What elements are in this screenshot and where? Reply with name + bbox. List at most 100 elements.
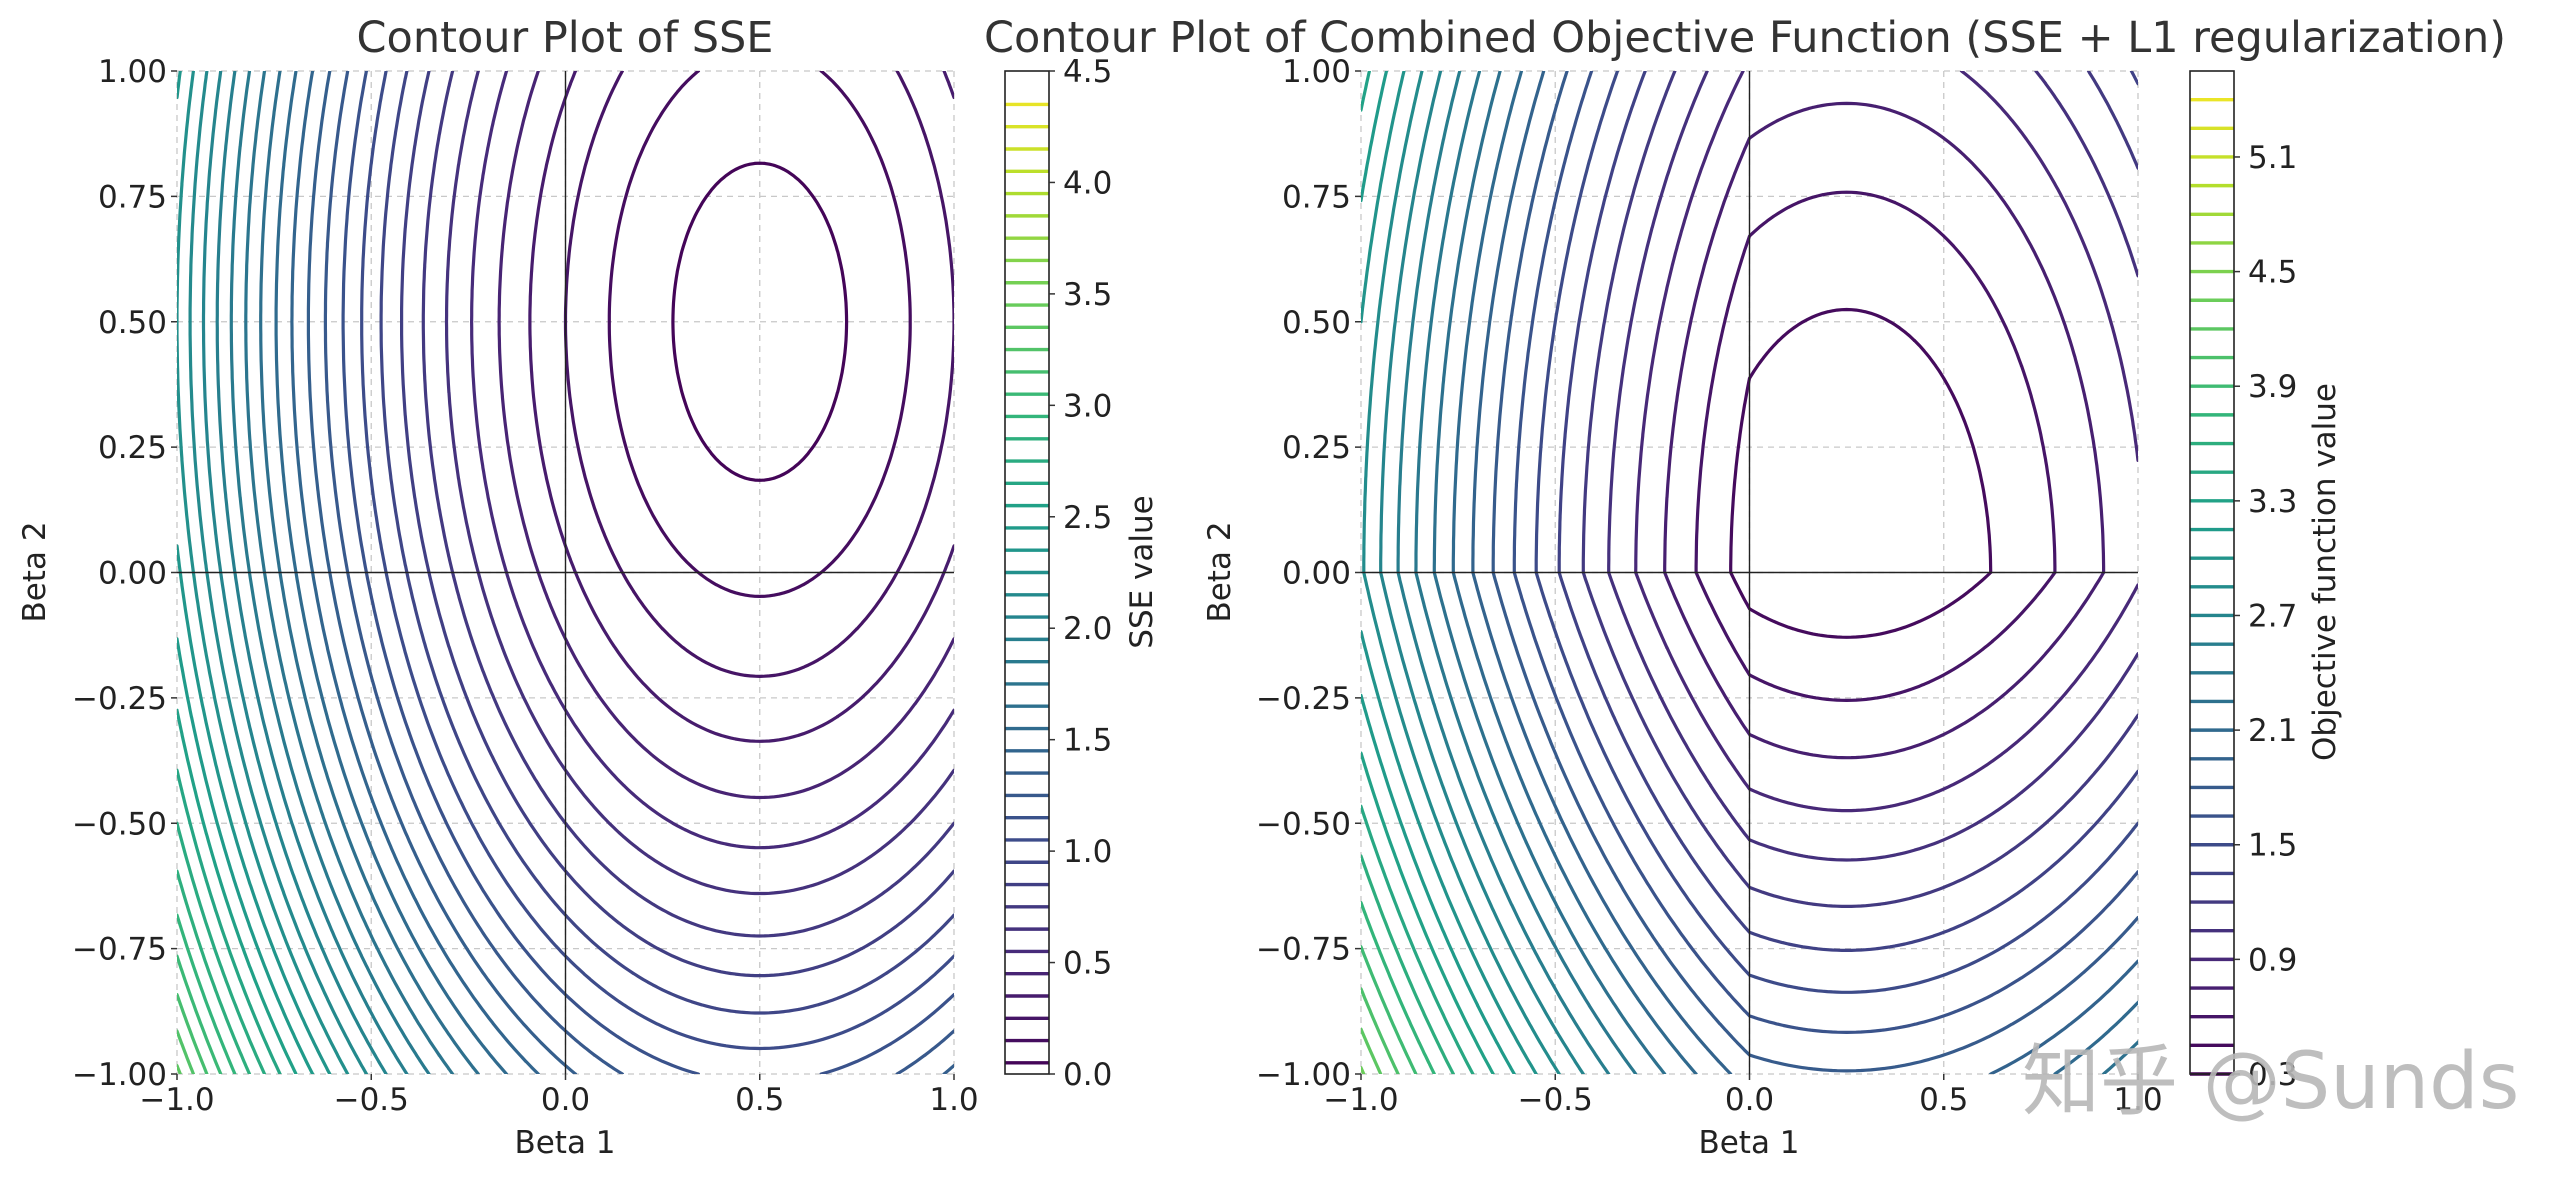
sse-contour-line bbox=[177, 1064, 182, 1074]
sse-contour-line bbox=[177, 768, 282, 1074]
sse-contour-line bbox=[290, 71, 540, 1074]
objective-contour-line bbox=[1491, 71, 2138, 1073]
objective-x-tick-label: 1.0 bbox=[2113, 1082, 2162, 1118]
sse-colorbar-tick-label: 2.5 bbox=[1063, 500, 1112, 536]
objective-contour-line bbox=[1607, 71, 2138, 862]
sse-colorbar-tick-label: 2.0 bbox=[1063, 611, 1112, 647]
objective-x-tick-label: 0.5 bbox=[1919, 1082, 1968, 1118]
objective-contour-line bbox=[1361, 987, 1400, 1074]
sse-colorbar-tick-label: 0.5 bbox=[1063, 946, 1112, 982]
objective-zero-lines bbox=[1361, 71, 2138, 1074]
objective-y-ticks: −1.00 −0.75 −0.50 −0.25 0.00 0.25 0.50 0.75 1.00 bbox=[1256, 54, 1361, 1093]
objective-y-tick-label: −0.25 bbox=[1256, 681, 1351, 717]
objective-y-tick-label: 0.75 bbox=[1282, 179, 1351, 215]
objective-colorbar-tick-label: 0.3 bbox=[2248, 1057, 2297, 1093]
sse-y-tick-label: 0.50 bbox=[98, 305, 167, 341]
sse-x-tick-label: 0.5 bbox=[735, 1082, 784, 1118]
sse-contour-line bbox=[229, 71, 431, 1074]
objective-contour-line bbox=[1557, 71, 2138, 952]
objective-contour-line bbox=[1432, 71, 2138, 1074]
objective-contour-line bbox=[1663, 101, 2106, 760]
objective-x-tick-label: −1.0 bbox=[1323, 1082, 1398, 1118]
sse-contour-line bbox=[360, 71, 954, 1051]
objective-contour-line bbox=[1634, 71, 2138, 813]
sse-y-tick-label: 1.00 bbox=[98, 54, 167, 90]
sse-contour-lines bbox=[177, 71, 954, 1074]
sse-contour-line bbox=[177, 637, 315, 1074]
objective-contour-line bbox=[1379, 71, 1585, 1074]
objective-contour-line bbox=[1414, 71, 1638, 1074]
sse-contour-line bbox=[671, 161, 849, 482]
objective-contour-line bbox=[1451, 71, 2138, 1074]
objective-contour-line bbox=[1396, 71, 1611, 1074]
sse-y-ticks: −1.00 −0.75 −0.50 −0.25 0.00 0.25 0.50 0.75 1.00 bbox=[72, 54, 177, 1093]
sse-colorbar: 0.0 0.5 1.0 1.5 2.0 2.5 3.0 3.5 4.0 4.5 bbox=[1004, 54, 1112, 1093]
objective-contour-line bbox=[1361, 1066, 1366, 1074]
objective-colorbar-tick-label: 3.9 bbox=[2248, 369, 2297, 405]
objective-contour-line bbox=[1471, 71, 2138, 1074]
objective-y-tick-label: −0.50 bbox=[1256, 806, 1351, 842]
sse-contour-line bbox=[177, 71, 332, 1074]
objective-y-tick-label: −0.75 bbox=[1256, 932, 1351, 968]
objective-contour-line bbox=[1361, 71, 1495, 1074]
sse-y-tick-label: 0.25 bbox=[98, 430, 167, 466]
sse-contour-line bbox=[177, 993, 209, 1074]
sse-contour-line bbox=[177, 71, 350, 1074]
sse-contour-line bbox=[341, 71, 954, 1074]
objective-contour-lines bbox=[1361, 71, 2138, 1074]
objective-y-tick-label: 1.00 bbox=[1282, 54, 1351, 90]
sse-contour-line bbox=[177, 869, 252, 1074]
sse-contour-line bbox=[306, 71, 954, 1074]
sse-colorbar-tick-label: 1.0 bbox=[1063, 834, 1112, 870]
objective-contour-chart: Contour Plot of Combined Objective Funct… bbox=[984, 13, 2506, 1161]
sse-contour-line bbox=[259, 71, 480, 1074]
sse-zero-lines bbox=[177, 71, 954, 1074]
sse-colorbar-tick-label: 4.0 bbox=[1063, 165, 1112, 201]
objective-contour-line bbox=[1361, 901, 1436, 1074]
sse-colorbar-tick-label: 1.5 bbox=[1063, 723, 1112, 759]
sse-contour-line bbox=[274, 71, 509, 1074]
sse-y-tick-label: −0.75 bbox=[72, 932, 167, 968]
objective-colorbar-tick-label: 1.5 bbox=[2248, 828, 2297, 864]
objective-contour-line bbox=[1361, 945, 1418, 1074]
sse-contour-line bbox=[497, 71, 954, 800]
objective-colorbar-tick-label: 0.9 bbox=[2248, 942, 2297, 978]
sse-y-axis-label: Beta 2 bbox=[17, 521, 53, 622]
sse-contour-line bbox=[400, 71, 954, 978]
objective-y-tick-label: 0.00 bbox=[1282, 556, 1351, 592]
objective-x-tick-label: −0.5 bbox=[1518, 1082, 1593, 1118]
sse-y-tick-label: −0.25 bbox=[72, 681, 167, 717]
objective-contour-line bbox=[1361, 71, 1538, 1074]
sse-contour-line bbox=[323, 71, 954, 1074]
objective-y-tick-label: −1.00 bbox=[1256, 1057, 1351, 1093]
objective-contour-line bbox=[1512, 71, 2138, 1034]
sse-contour-line bbox=[177, 708, 298, 1074]
sse-x-tick-label: −0.5 bbox=[334, 1082, 409, 1118]
objective-colorbar-tick-label: 2.7 bbox=[2248, 598, 2297, 634]
objective-chart-title: Contour Plot of Combined Objective Funct… bbox=[984, 13, 2506, 63]
sse-y-tick-label: 0.75 bbox=[98, 179, 167, 215]
sse-colorbar-tick-label: 3.5 bbox=[1063, 277, 1112, 313]
objective-contour-line bbox=[1534, 71, 2138, 994]
sse-contour-line bbox=[244, 71, 455, 1074]
objective-x-ticks: −1.0 −0.5 0.0 0.5 1.0 bbox=[1323, 1074, 2163, 1118]
sse-colorbar-label: SSE value bbox=[1124, 495, 1160, 648]
sse-contour-line bbox=[201, 71, 388, 1074]
objective-colorbar: 0.3 0.9 1.5 2.1 2.7 3.3 3.9 4.5 5.1 bbox=[2189, 70, 2297, 1093]
sse-contour-line bbox=[379, 71, 954, 1015]
sse-x-tick-label: −1.0 bbox=[139, 1082, 214, 1118]
objective-contour-line bbox=[1729, 307, 1993, 639]
sse-colorbar-tick-label: 0.0 bbox=[1063, 1057, 1112, 1093]
objective-contour-line bbox=[1361, 1027, 1383, 1074]
sse-contour-line bbox=[177, 1029, 195, 1074]
sse-contour-line bbox=[177, 821, 267, 1074]
objective-contour-line bbox=[1361, 804, 1475, 1074]
sse-x-tick-label: 1.0 bbox=[929, 1082, 978, 1118]
sse-contour-line bbox=[607, 71, 912, 598]
objective-colorbar-tick-label: 3.3 bbox=[2248, 484, 2297, 520]
objective-colorbar-tick-label: 4.5 bbox=[2248, 255, 2297, 291]
sse-y-tick-label: −0.50 bbox=[72, 806, 167, 842]
sse-x-axis-label: Beta 1 bbox=[514, 1125, 615, 1161]
sse-colorbar-frame bbox=[1004, 70, 1050, 1075]
